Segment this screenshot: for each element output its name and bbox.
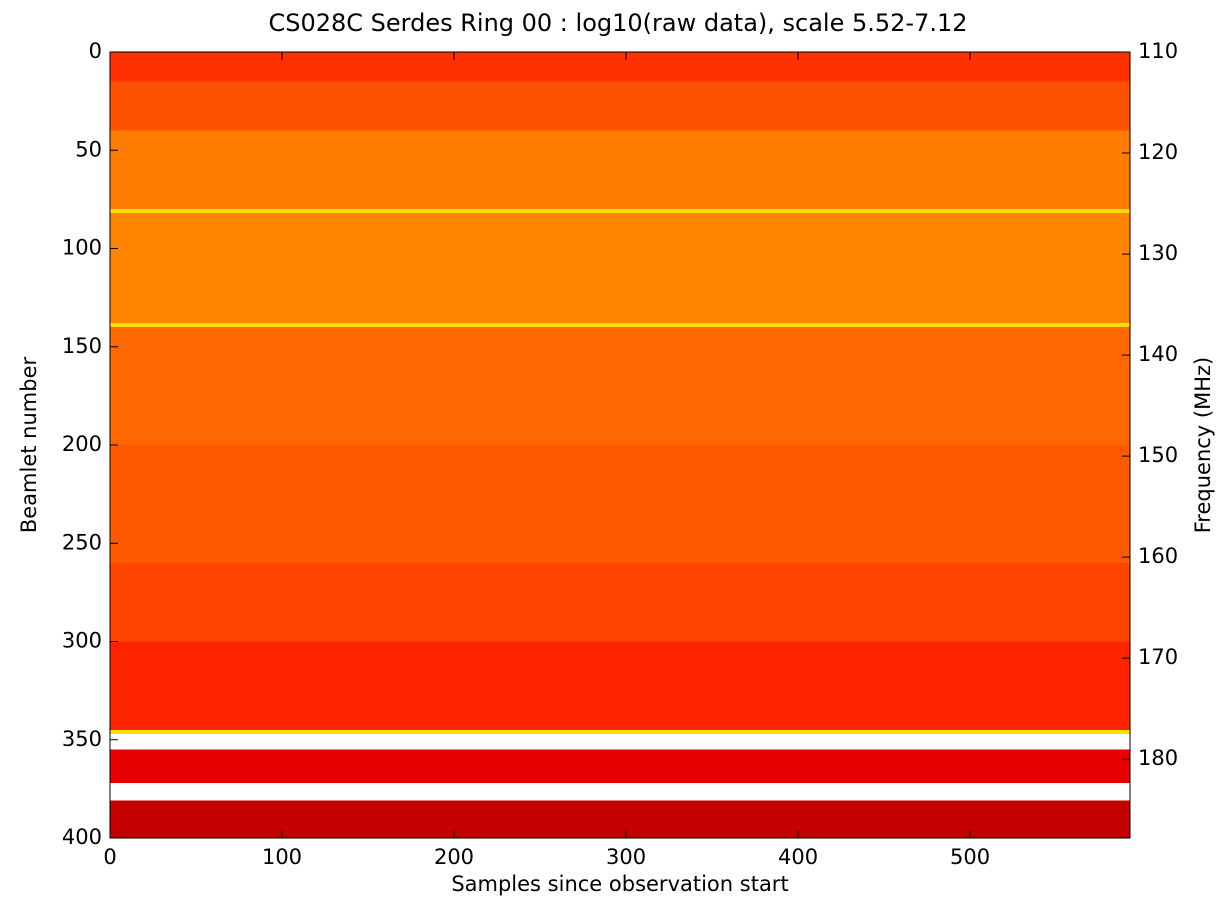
x-tick-label: 300 [606,845,646,869]
heatmap-band [110,323,1130,328]
y-tick-label: 50 [75,137,102,161]
heatmap-band [110,749,1130,783]
heatmap-band [110,327,1130,445]
y2-tick-label: 170 [1138,645,1178,669]
heatmap-band [110,445,1130,563]
y2-tick-label: 120 [1138,140,1178,164]
x-tick-label: 400 [778,845,818,869]
y2-tick-label: 130 [1138,241,1178,265]
heatmap-band [110,213,1130,324]
x-axis-label: Samples since observation start [451,872,788,896]
heatmap-band [110,800,1130,838]
heatmap-band [110,782,1130,801]
heatmap-band [110,562,1130,642]
heatmap-band [110,733,1130,750]
y-tick-label: 150 [62,334,102,358]
x-tick-label: 200 [434,845,474,869]
heatmap-band [110,130,1130,210]
heatmap-band [110,641,1130,730]
y-axis-label: Beamlet number [17,356,41,533]
y-tick-label: 400 [62,825,102,849]
y-tick-label: 350 [62,727,102,751]
y-tick-label: 0 [89,39,102,63]
x-tick-label: 500 [950,845,990,869]
heatmap-band [110,729,1130,734]
y-tick-label: 100 [62,236,102,260]
plot-area [110,52,1130,838]
x-tick-label: 100 [262,845,302,869]
y2-tick-label: 150 [1138,443,1178,467]
y-tick-label: 300 [62,629,102,653]
y2-tick-label: 180 [1138,746,1178,770]
heatmap-band [110,52,1130,82]
x-tick-label: 0 [103,845,116,869]
chart-title: CS028C Serdes Ring 00 : log10(raw data),… [268,9,967,37]
y2-tick-label: 160 [1138,544,1178,568]
y2-tick-label: 140 [1138,342,1178,366]
heatmap-band [110,209,1130,214]
y2-axis-label: Frequency (MHz) [1191,357,1215,533]
y-tick-label: 250 [62,530,102,554]
y-tick-label: 200 [62,432,102,456]
heatmap-band [110,81,1130,131]
y2-tick-label: 110 [1138,39,1178,63]
